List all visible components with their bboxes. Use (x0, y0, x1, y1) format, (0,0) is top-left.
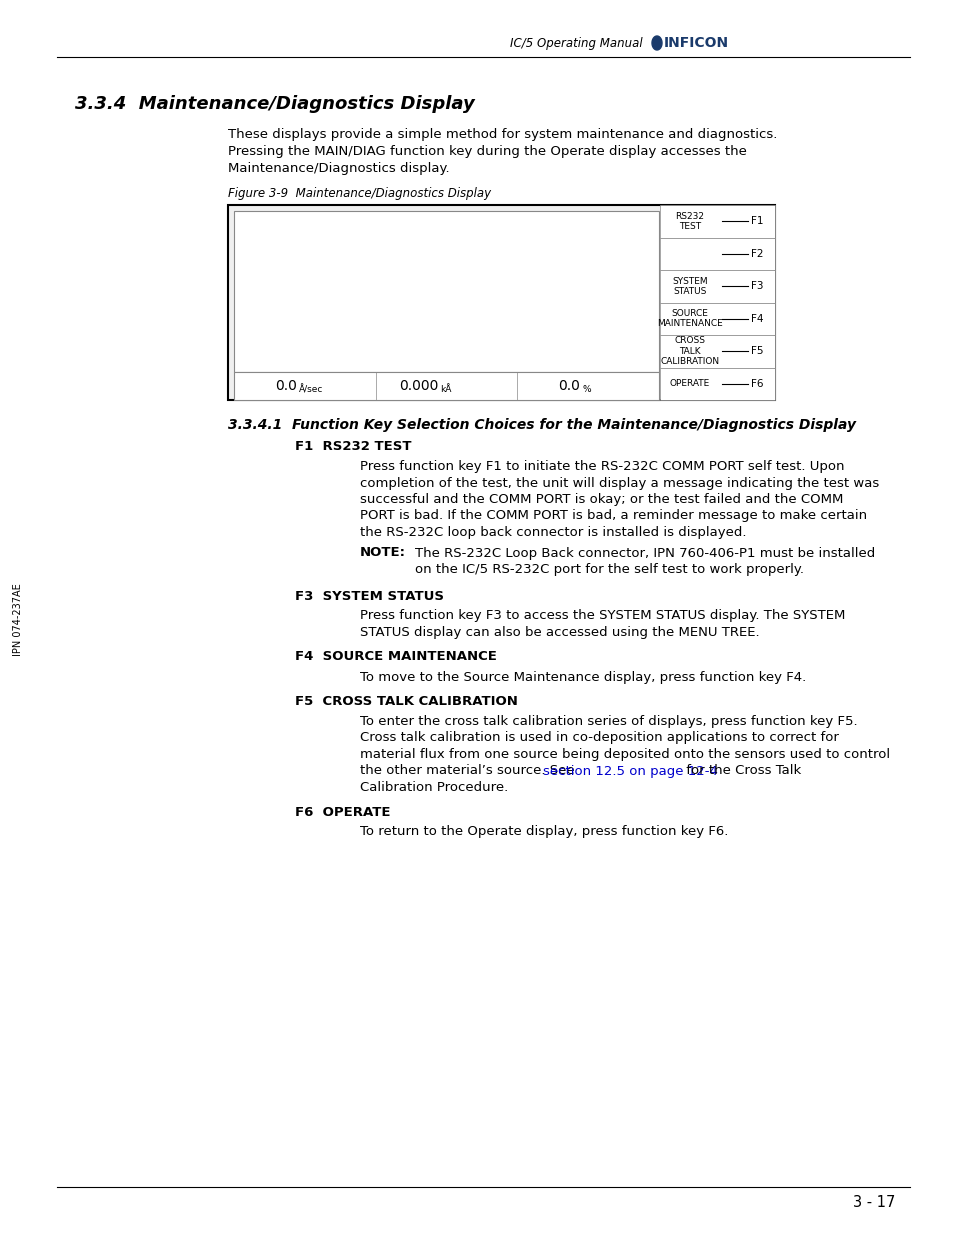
Text: %: % (581, 385, 590, 394)
Bar (233, 372, 659, 400)
Text: To move to the Source Maintenance display, press function key F4.: To move to the Source Maintenance displa… (359, 671, 805, 683)
Text: F4  SOURCE MAINTENANCE: F4 SOURCE MAINTENANCE (294, 651, 497, 663)
Text: F6: F6 (750, 379, 762, 389)
Text: F1: F1 (750, 216, 762, 226)
Text: 3 - 17: 3 - 17 (852, 1195, 894, 1210)
Text: completion of the test, the unit will display a message indicating the test was: completion of the test, the unit will di… (359, 477, 879, 489)
Text: To enter the cross talk calibration series of displays, press function key F5.: To enter the cross talk calibration seri… (359, 715, 857, 727)
Text: kÅ: kÅ (440, 385, 452, 394)
Text: material flux from one source being deposited onto the sensors used to control: material flux from one source being depo… (359, 748, 889, 761)
Text: 3.3.4.1  Function Key Selection Choices for the Maintenance/Diagnostics Display: 3.3.4.1 Function Key Selection Choices f… (228, 417, 855, 432)
Text: the RS-232C loop back connector is installed is displayed.: the RS-232C loop back connector is insta… (359, 526, 745, 538)
Polygon shape (651, 36, 661, 49)
Bar (659, 270, 774, 303)
Text: SOURCE
MAINTENANCE: SOURCE MAINTENANCE (657, 309, 722, 329)
Text: RS232
TEST: RS232 TEST (675, 211, 703, 231)
Text: CROSS
TALK
CALIBRATION: CROSS TALK CALIBRATION (659, 336, 719, 366)
Text: F3: F3 (750, 282, 762, 291)
Text: NOTE:: NOTE: (359, 547, 406, 559)
Text: 0.000: 0.000 (398, 379, 438, 393)
Text: Maintenance/Diagnostics display.: Maintenance/Diagnostics display. (228, 162, 449, 175)
Text: F3  SYSTEM STATUS: F3 SYSTEM STATUS (294, 589, 443, 603)
Bar (659, 205, 774, 237)
Bar (228, 205, 774, 400)
Text: for the Cross Talk: for the Cross Talk (681, 764, 801, 778)
Bar (659, 237, 774, 270)
Text: Å/sec: Å/sec (298, 385, 323, 395)
Bar (659, 303, 774, 335)
Bar (659, 335, 774, 368)
Text: successful and the COMM PORT is okay; or the test failed and the COMM: successful and the COMM PORT is okay; or… (359, 493, 842, 506)
Text: F5: F5 (750, 346, 762, 356)
Text: Calibration Procedure.: Calibration Procedure. (359, 781, 508, 794)
Text: F2: F2 (750, 248, 762, 259)
Text: INFICON: INFICON (663, 36, 728, 49)
Bar (233, 211, 659, 372)
Text: STATUS display can also be accessed using the MENU TREE.: STATUS display can also be accessed usin… (359, 626, 759, 638)
Text: 3.3.4  Maintenance/Diagnostics Display: 3.3.4 Maintenance/Diagnostics Display (75, 95, 475, 112)
Text: Cross talk calibration is used in co-deposition applications to correct for: Cross talk calibration is used in co-dep… (359, 731, 838, 745)
Text: Press function key F3 to access the SYSTEM STATUS display. The SYSTEM: Press function key F3 to access the SYST… (359, 610, 844, 622)
Text: section 12.5 on page 12-4: section 12.5 on page 12-4 (542, 764, 718, 778)
Text: OPERATE: OPERATE (669, 379, 709, 388)
Text: F1  RS232 TEST: F1 RS232 TEST (294, 440, 411, 453)
Text: SYSTEM
STATUS: SYSTEM STATUS (672, 277, 707, 296)
Text: Press function key F1 to initiate the RS-232C COMM PORT self test. Upon: Press function key F1 to initiate the RS… (359, 459, 843, 473)
Text: The RS-232C Loop Back connector, IPN 760-406-P1 must be installed: The RS-232C Loop Back connector, IPN 760… (415, 547, 874, 559)
Text: PORT is bad. If the COMM PORT is bad, a reminder message to make certain: PORT is bad. If the COMM PORT is bad, a … (359, 510, 866, 522)
Text: Figure 3-9  Maintenance/Diagnostics Display: Figure 3-9 Maintenance/Diagnostics Displ… (228, 186, 491, 200)
Text: 0.0: 0.0 (558, 379, 579, 393)
Text: IPN 074-237AE: IPN 074-237AE (13, 584, 23, 656)
Text: F5  CROSS TALK CALIBRATION: F5 CROSS TALK CALIBRATION (294, 695, 517, 708)
Text: These displays provide a simple method for system maintenance and diagnostics.: These displays provide a simple method f… (228, 128, 777, 141)
Text: F4: F4 (750, 314, 762, 324)
Text: on the IC/5 RS-232C port for the self test to work properly.: on the IC/5 RS-232C port for the self te… (415, 563, 803, 576)
Bar (659, 368, 774, 400)
Text: 0.0: 0.0 (274, 379, 296, 393)
Text: IC/5 Operating Manual: IC/5 Operating Manual (510, 37, 642, 49)
Text: To return to the Operate display, press function key F6.: To return to the Operate display, press … (359, 825, 727, 839)
Text: Pressing the MAIN/DIAG function key during the Operate display accesses the: Pressing the MAIN/DIAG function key duri… (228, 144, 746, 158)
Text: F6  OPERATE: F6 OPERATE (294, 805, 390, 819)
Text: the other material’s source. See: the other material’s source. See (359, 764, 578, 778)
